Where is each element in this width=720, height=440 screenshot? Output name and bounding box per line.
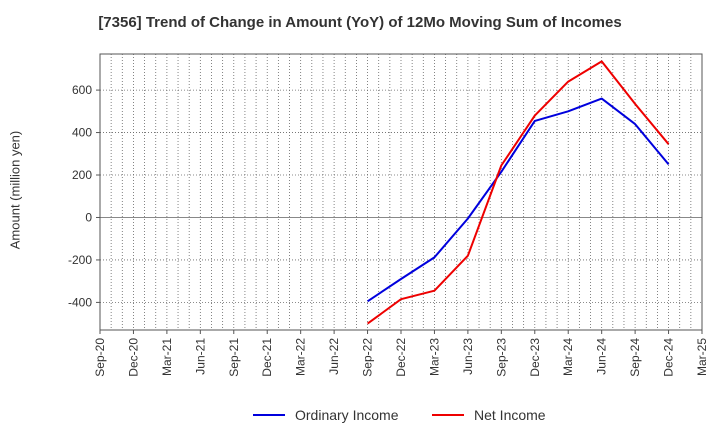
chart-title: [7356] Trend of Change in Amount (YoY) o… [98,14,622,31]
x-tick-labels: Sep-20 Dec-20 Mar-21 Jun-21 Sep-21 Dec-21 Mar-… [93,330,709,377]
x-tick-label: Jun-23 [461,338,475,375]
legend-label: Net Income [474,407,546,423]
x-tick-label: Sep-20 [93,338,107,377]
series-line-net-income [367,60,670,325]
x-tick-label: Dec-24 [662,338,676,377]
series-line-ordinary-income [367,97,670,303]
x-tick-label: Mar-24 [561,338,575,376]
x-tick-label: Dec-21 [260,338,274,377]
y-tick-label: -400 [68,295,92,309]
legend: Ordinary Income Net Income [253,407,546,423]
x-tick-label: Dec-20 [126,338,140,377]
grid-lines [99,54,702,330]
x-tick-label: Sep-23 [494,338,508,377]
legend-label: Ordinary Income [295,407,399,423]
x-tick-label: Jun-24 [595,338,609,375]
x-tick-label: Dec-23 [528,338,542,377]
y-tick-label: 600 [72,83,92,97]
x-tick-label: Sep-21 [227,338,241,377]
x-tick-label: Sep-22 [361,338,375,377]
y-tick-label: 200 [72,168,92,182]
series-lines [367,60,670,325]
y-tick-labels: -400 -200 0 200 400 600 [68,83,100,309]
x-tick-label: Mar-22 [294,338,308,376]
x-tick-label: Jun-21 [193,338,207,375]
x-tick-label: Mar-21 [160,338,174,376]
x-tick-label: Sep-24 [628,338,642,377]
y-tick-label: 0 [85,210,92,224]
x-tick-label: Mar-23 [427,338,441,376]
y-tick-label: 400 [72,126,92,140]
x-tick-label: Mar-25 [695,338,709,376]
x-tick-label: Dec-22 [394,338,408,377]
y-tick-label: -200 [68,253,92,267]
x-tick-label: Jun-22 [327,338,341,375]
